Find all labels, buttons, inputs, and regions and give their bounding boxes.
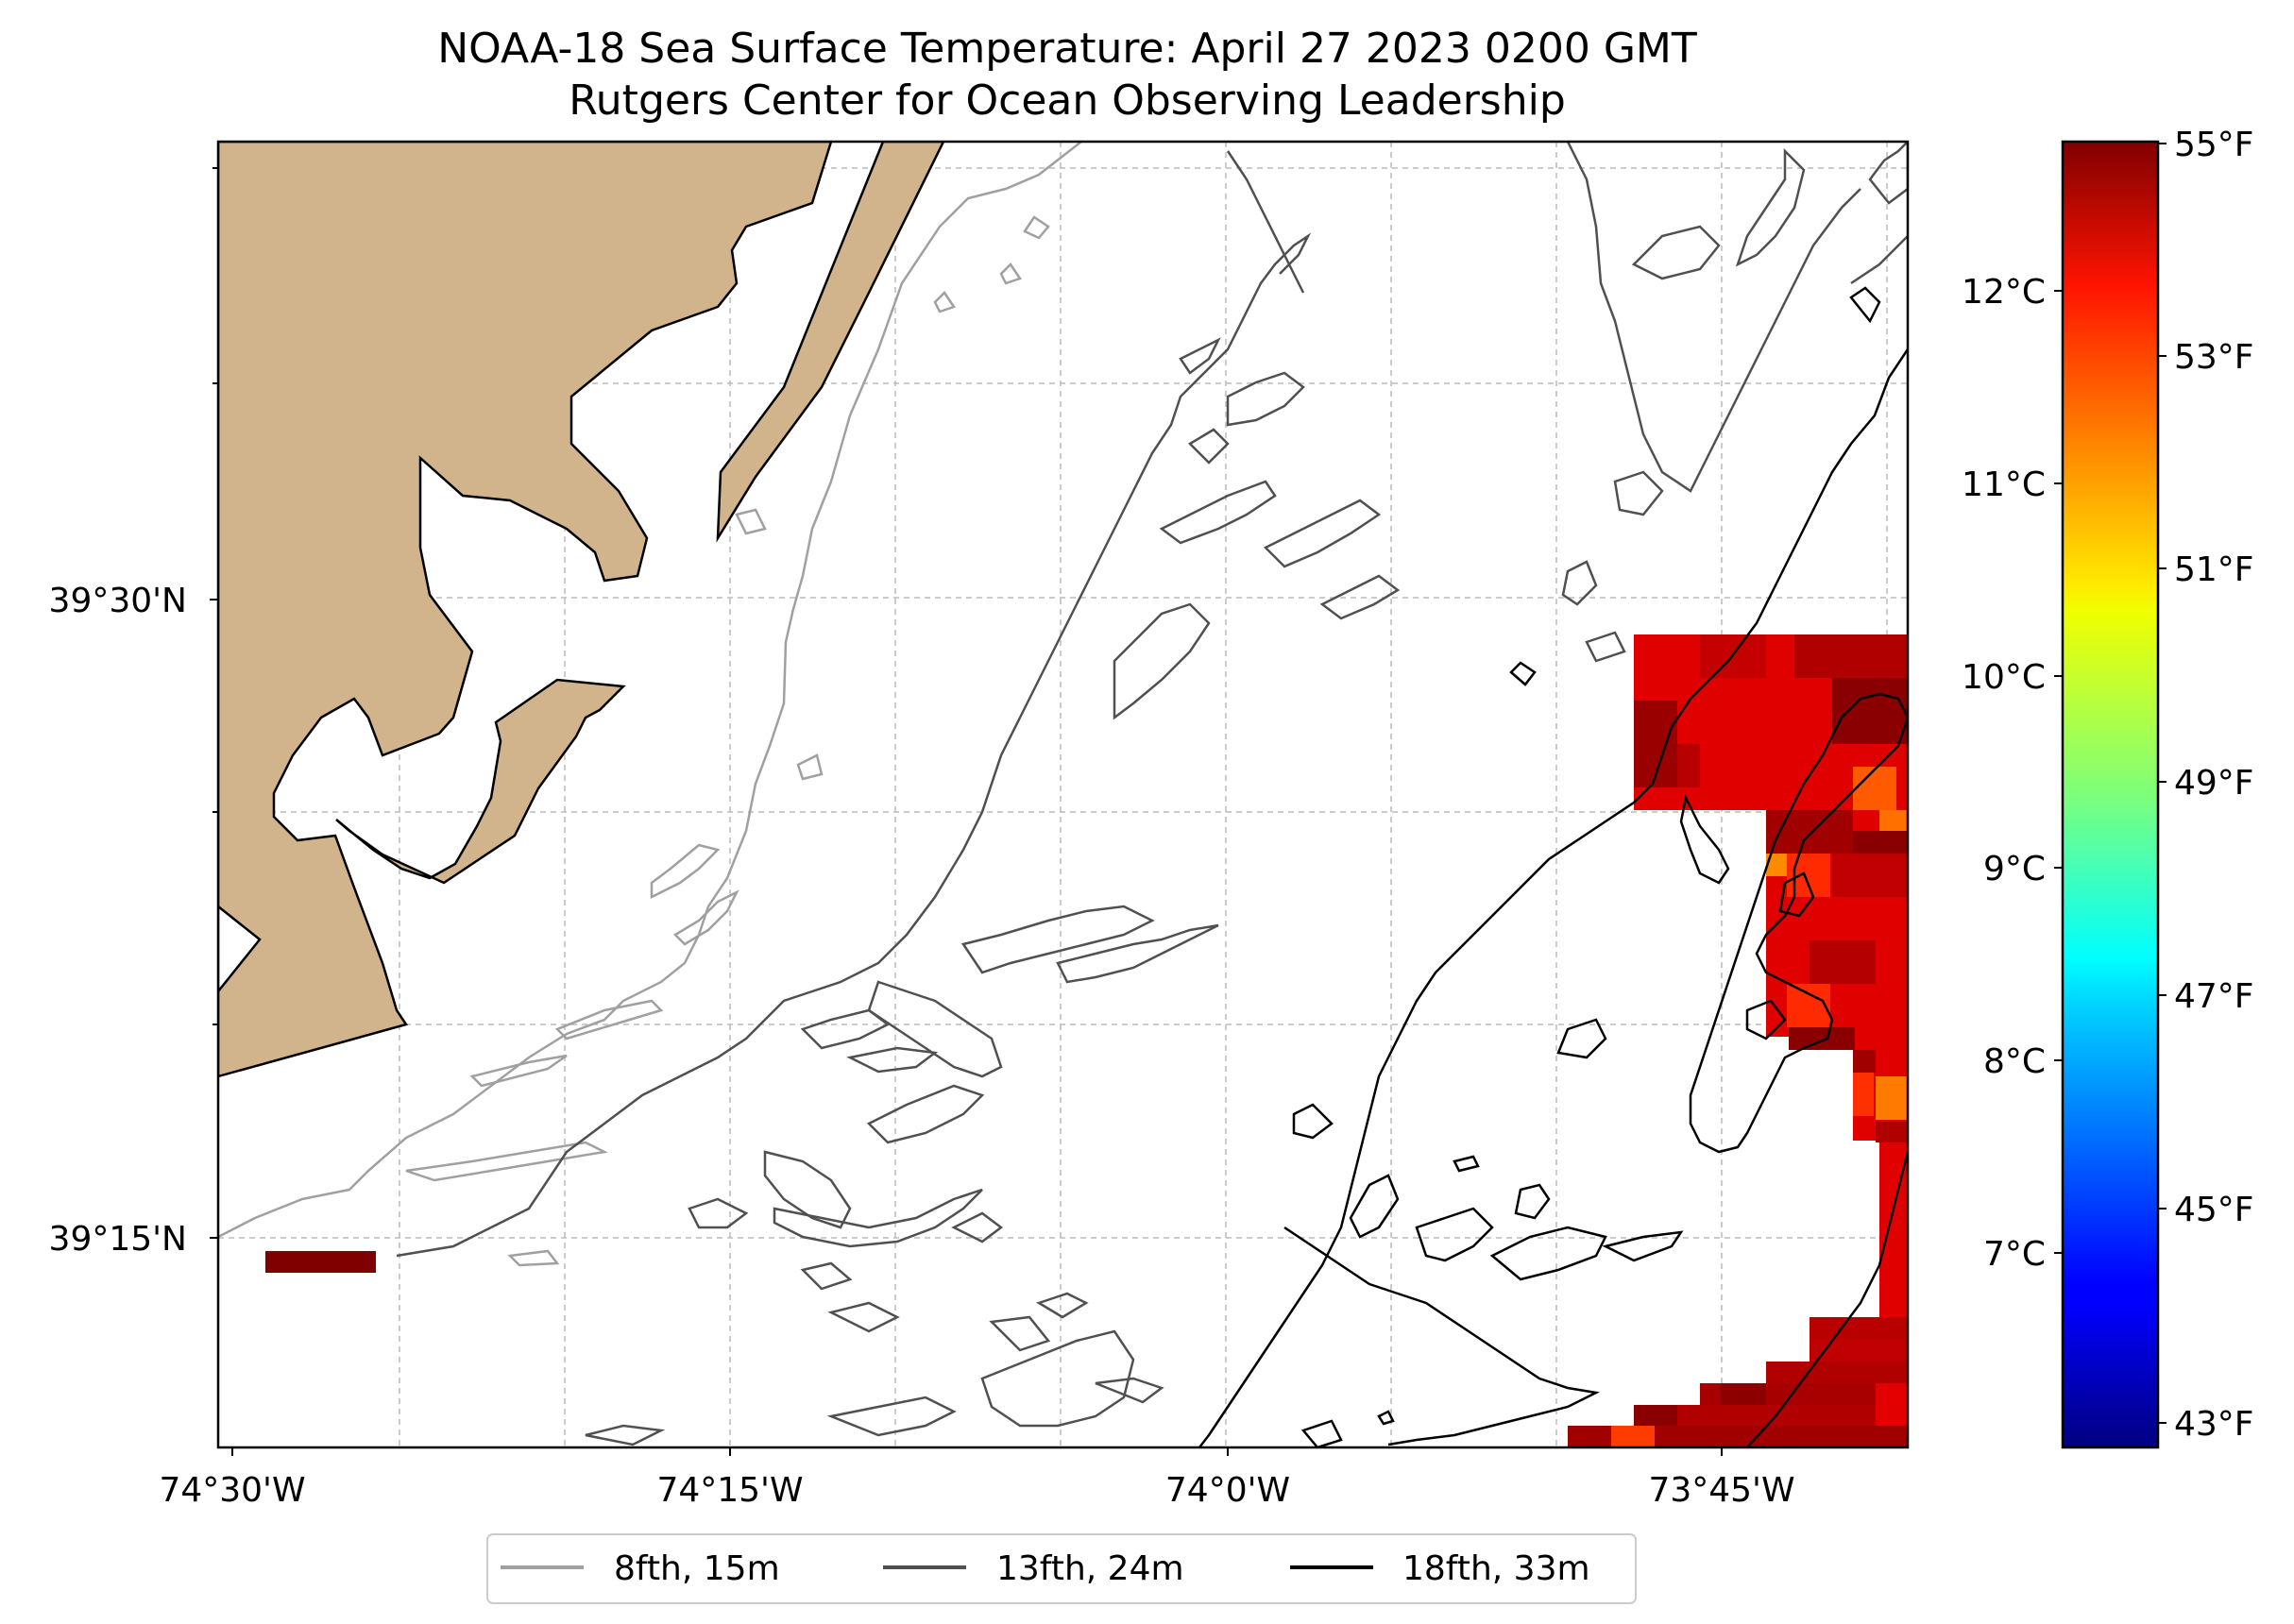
lon-label-73-45: 73°45'W: [1648, 1471, 1794, 1510]
cbar-f-55: 55°F: [2174, 126, 2254, 164]
colorbar: 55°F 53°F 51°F 49°F 47°F 45°F 43°F 12°C …: [1962, 126, 2254, 1449]
legend: 8fth, 15m 13fth, 24m 18fth, 33m: [486, 1533, 1637, 1604]
lon-label-74-15: 74°15'W: [656, 1471, 803, 1510]
legend-label-18fth: 18fth, 33m: [1402, 1549, 1590, 1588]
cbar-c-10: 10°C: [1962, 658, 2046, 697]
map-area: [218, 142, 1908, 1447]
axis-ticks: [210, 167, 1723, 1456]
title-line-1: NOAA-18 Sea Surface Temperature: April 2…: [437, 25, 1697, 73]
cbar-f-47: 47°F: [2174, 977, 2254, 1016]
lat-label-39-30: 39°30'N: [49, 582, 187, 620]
cbar-f-51: 51°F: [2174, 550, 2254, 589]
colorbar-gradient: [2061, 140, 2160, 1449]
cbar-c-8: 8°C: [1983, 1042, 2046, 1081]
legend-label-13fth: 13fth, 24m: [996, 1549, 1184, 1588]
title-line-2: Rutgers Center for Ocean Observing Leade…: [569, 76, 1566, 125]
lon-label-74-30: 74°30'W: [159, 1471, 305, 1510]
cbar-c-12: 12°C: [1962, 273, 2046, 312]
legend-label-8fth: 8fth, 15m: [614, 1549, 780, 1588]
land: [218, 142, 945, 1078]
cbar-f-53: 53°F: [2174, 338, 2254, 377]
lon-label-74-0: 74°0'W: [1165, 1471, 1290, 1510]
isobath-13fth: [396, 142, 1908, 1446]
map-frame: [216, 140, 1910, 1449]
isobath-18fth: [1198, 286, 1908, 1447]
cbar-f-49: 49°F: [2174, 764, 2254, 803]
cbar-c-11: 11°C: [1962, 465, 2046, 504]
legend-box: [486, 1533, 1637, 1604]
cbar-f-43: 43°F: [2174, 1405, 2254, 1444]
cbar-c-7: 7°C: [1983, 1235, 2046, 1274]
lat-label-39-15: 39°15'N: [49, 1220, 187, 1259]
cbar-f-45: 45°F: [2174, 1191, 2254, 1229]
isobath-8fth: [218, 142, 1082, 1267]
cbar-c-9: 9°C: [1983, 850, 2046, 888]
